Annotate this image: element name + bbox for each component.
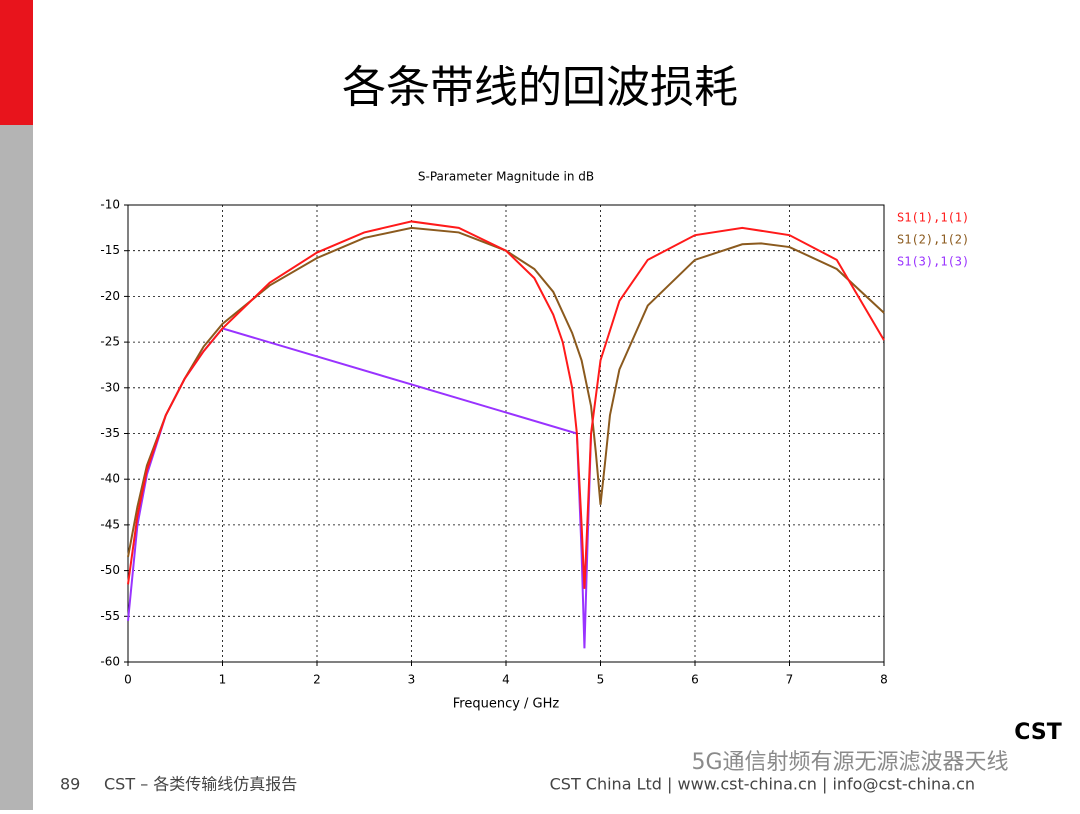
page-number: 89 [60,775,80,794]
legend-entry: S1(1),1(1) [897,211,969,225]
y-tick-label: -25 [100,335,120,349]
y-tick-label: -50 [100,563,120,577]
y-tick-label: -10 [100,198,120,212]
y-tick-label: -20 [100,289,120,303]
x-tick-label: 3 [408,673,416,687]
slide-title: 各条带线的回波损耗 [342,62,738,113]
series-line [127,226,885,558]
y-tick-label: -60 [100,655,120,669]
x-tick-label: 7 [786,673,794,687]
accent-bar [0,0,33,125]
footer-left: CST – 各类传输线仿真报告 [104,775,297,794]
y-tick-label: -15 [100,243,120,257]
x-tick-label: 6 [691,673,699,687]
legend-entry: S1(2),1(2) [897,233,969,247]
y-tick-label: -45 [100,517,120,531]
plot-frame [127,204,885,663]
footer-right: CST China Ltd | www.cst-china.cn | info@… [550,775,975,794]
watermark: 5G通信射频有源无源滤波器天线 [691,750,1008,775]
x-tick-label: 2 [313,673,321,687]
series-line [127,327,593,649]
legend-entry: S1(3),1(3) [897,255,969,269]
x-tick-label: 0 [124,673,132,687]
x-tick-label: 1 [219,673,227,687]
logo: CST [1014,720,1061,745]
x-tick-label: 5 [597,673,605,687]
y-tick-label: -30 [100,380,120,394]
x-tick-label: 4 [502,673,510,687]
chart-title: S-Parameter Magnitude in dB [418,170,594,184]
x-tick-label: 8 [880,673,888,687]
y-tick-label: -40 [100,472,120,486]
y-tick-label: -55 [100,609,120,623]
x-axis-label: Frequency / GHz [453,697,560,712]
series-line [127,220,885,589]
side-bar [0,125,33,810]
y-tick-label: -35 [100,426,120,440]
